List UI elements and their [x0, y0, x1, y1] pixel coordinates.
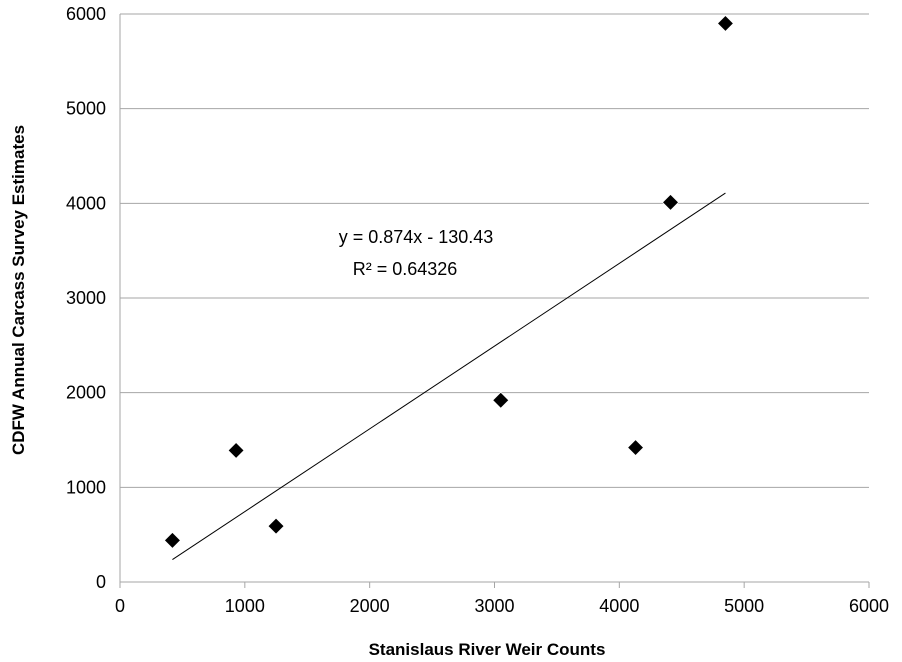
x-tick-label: 0 — [115, 596, 125, 616]
data-points — [163, 14, 735, 549]
trendline — [172, 192, 726, 561]
x-tick-label: 5000 — [724, 596, 764, 616]
x-tick-label: 1000 — [225, 596, 265, 616]
y-tick-label: 0 — [96, 572, 106, 592]
data-point — [492, 391, 510, 409]
data-point — [661, 193, 680, 211]
gridlines — [120, 13, 869, 488]
y-tick-label: 1000 — [66, 477, 106, 497]
y-tick-label: 6000 — [66, 4, 106, 24]
data-point — [267, 517, 285, 535]
r-squared-label: R² = 0.64326 — [353, 259, 458, 279]
data-point — [227, 441, 245, 459]
y-tick-label: 2000 — [66, 383, 106, 403]
y-axis-title: CDFW Annual Carcass Survey Estimates — [9, 125, 28, 455]
x-tick-label: 2000 — [350, 596, 390, 616]
trendline-equation: y = 0.874x - 130.43 — [339, 227, 494, 247]
trendline-line — [172, 192, 726, 561]
data-point — [716, 14, 735, 33]
y-tick-label: 4000 — [66, 193, 106, 213]
data-point — [163, 531, 181, 549]
axes — [119, 14, 870, 588]
data-point — [626, 439, 645, 457]
y-tick-label: 5000 — [66, 99, 106, 119]
x-tick-label: 6000 — [849, 596, 889, 616]
y-tick-label: 3000 — [66, 288, 106, 308]
x-axis-title: Stanislaus River Weir Counts — [369, 640, 606, 659]
x-tick-label: 4000 — [599, 596, 639, 616]
y-tick-labels: 0 1000 2000 3000 4000 5000 6000 — [66, 4, 106, 592]
x-tick-labels: 0 1000 2000 3000 4000 5000 6000 — [115, 596, 889, 616]
x-tick-label: 3000 — [474, 596, 514, 616]
